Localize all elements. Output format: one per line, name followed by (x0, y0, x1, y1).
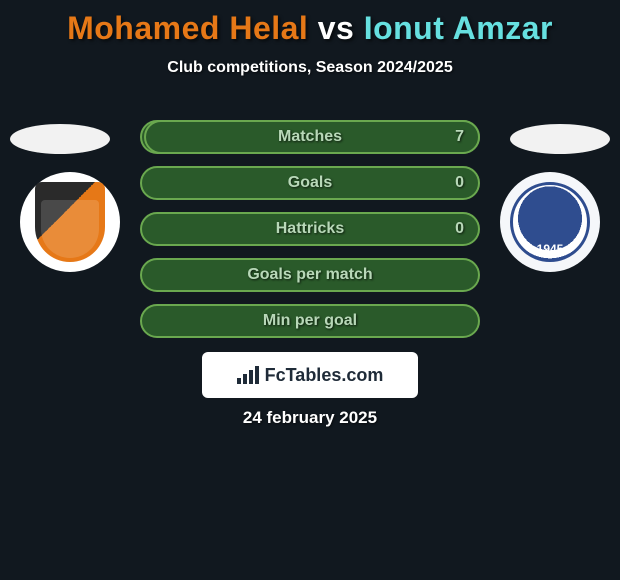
stat-row: Goals 0 (140, 166, 480, 200)
stat-label: Matches (278, 128, 342, 146)
player2-name: Ionut Amzar (364, 10, 553, 46)
stat-row: Min per goal (140, 304, 480, 338)
stat-value-right: 7 (455, 128, 464, 146)
subtitle: Club competitions, Season 2024/2025 (0, 59, 620, 77)
player1-ellipse (10, 124, 110, 154)
stat-label: Goals (288, 174, 332, 192)
stat-value-right: 0 (455, 174, 464, 192)
vs-text: vs (318, 10, 355, 46)
stat-row: Hattricks 0 (140, 212, 480, 246)
bars-icon (237, 366, 259, 384)
club-logo-right (500, 172, 600, 272)
player1-name: Mohamed Helal (67, 10, 308, 46)
stat-label: Hattricks (276, 220, 344, 238)
player2-ellipse (510, 124, 610, 154)
stat-row: Matches 7 (140, 120, 480, 154)
date-text: 24 february 2025 (0, 408, 620, 428)
ajman-badge-icon (35, 182, 105, 262)
alnasr-badge-icon (510, 182, 590, 262)
infographic-container: Mohamed Helal vs Ionut Amzar Club compet… (0, 0, 620, 580)
stat-label: Goals per match (247, 266, 372, 284)
branding-text: FcTables.com (265, 365, 384, 386)
branding-badge: FcTables.com (202, 352, 418, 398)
club-logo-left (20, 172, 120, 272)
stat-label: Min per goal (263, 312, 357, 330)
stat-value-right: 0 (455, 220, 464, 238)
page-title: Mohamed Helal vs Ionut Amzar (0, 0, 620, 47)
stats-panel: Matches 7 Goals 0 Hattricks 0 Goals per match M… (140, 120, 480, 350)
stat-row: Goals per match (140, 258, 480, 292)
